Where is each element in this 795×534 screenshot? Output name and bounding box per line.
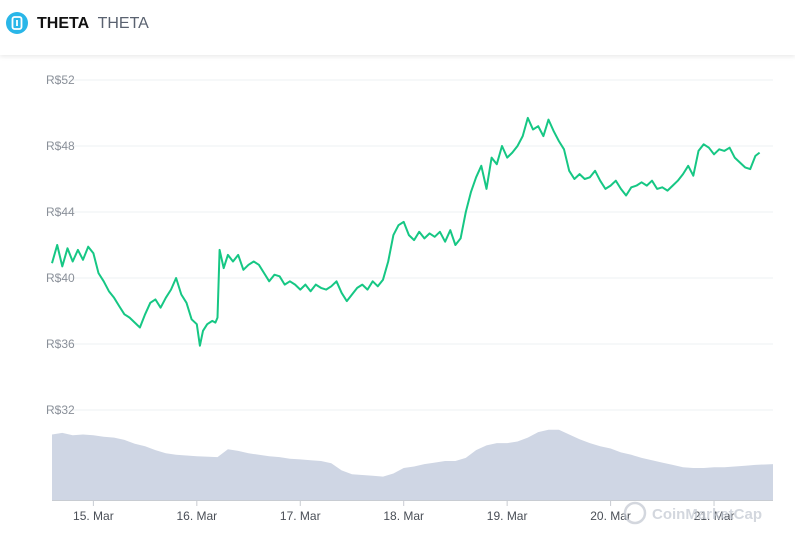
coin-header: THETA THETA bbox=[0, 0, 795, 55]
y-tick-label: R$48 bbox=[46, 139, 75, 153]
coin-name: THETA bbox=[37, 15, 90, 32]
x-tick-label: 21. Mar bbox=[694, 509, 735, 523]
coin-symbol: THETA bbox=[97, 15, 149, 32]
x-tick-label: 19. Mar bbox=[487, 509, 528, 523]
y-tick-label: R$40 bbox=[46, 271, 75, 285]
price-line bbox=[51, 116, 761, 347]
y-tick-label: R$44 bbox=[46, 205, 75, 219]
y-tick-label: R$36 bbox=[46, 337, 75, 351]
price-chart[interactable]: R$52 R$48 R$44 R$40 R$36 R$32 15. Mar 16. Mar 17… bbox=[0, 56, 795, 534]
watermark-text: CoinMarketCap bbox=[652, 506, 762, 523]
x-tick-label: 16. Mar bbox=[176, 509, 217, 523]
theta-logo-icon bbox=[6, 12, 28, 34]
x-tick-label: 17. Mar bbox=[280, 509, 321, 523]
coinmarketcap-watermark: CoinMarketCap bbox=[623, 501, 762, 525]
x-tick-label: 15. Mar bbox=[73, 509, 114, 523]
coin-title: THETA THETA bbox=[37, 15, 149, 33]
x-tick-label: 20. Mar bbox=[590, 509, 631, 523]
y-tick-label: R$32 bbox=[46, 403, 75, 417]
volume-area bbox=[52, 429, 773, 500]
x-tick-label: 18. Mar bbox=[383, 509, 424, 523]
y-tick-label: R$52 bbox=[46, 73, 75, 87]
coinmarketcap-logo-icon bbox=[623, 501, 647, 525]
